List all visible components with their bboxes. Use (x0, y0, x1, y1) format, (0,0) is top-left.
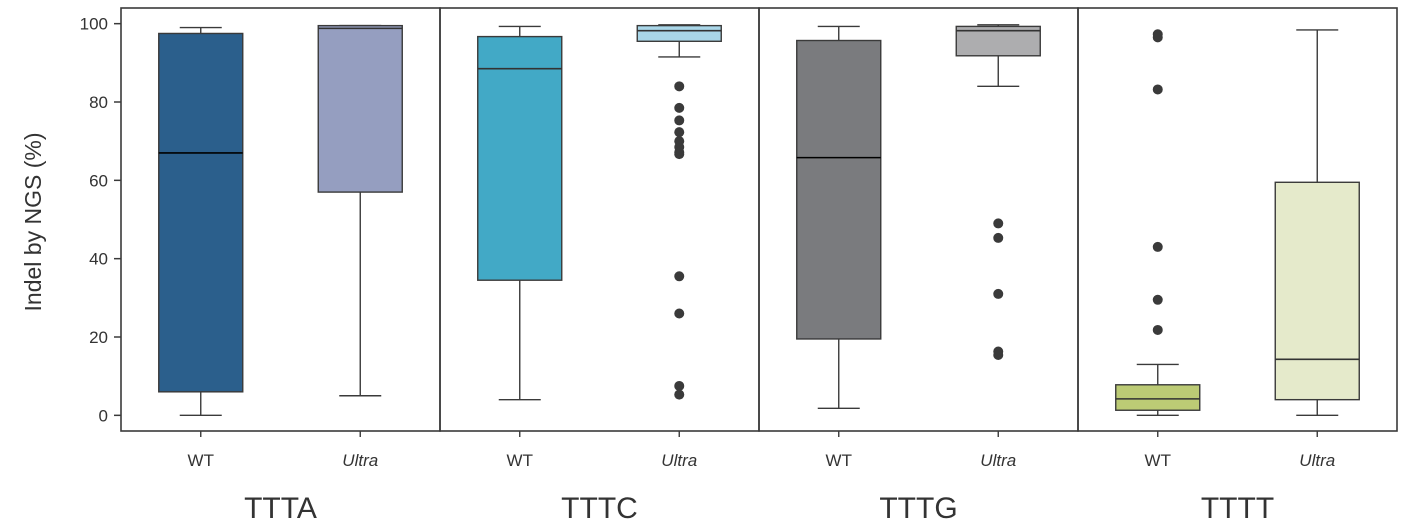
outlier-point (1152, 241, 1163, 252)
outlier-point (674, 149, 685, 160)
group-label: TTTG (879, 492, 957, 524)
y-tick-label: 40 (89, 250, 108, 269)
outlier-point (674, 127, 685, 138)
outlier-point (674, 389, 685, 400)
y-tick-label: 60 (89, 171, 108, 190)
x-category-label: Ultra (1299, 451, 1335, 470)
box-tttg-ultra (955, 24, 1041, 361)
outlier-point (993, 288, 1004, 299)
panel-ttta: WT Ultra TTTA (120, 7, 441, 524)
y-tick-label: 20 (89, 328, 108, 347)
x-category-label: WT (826, 451, 852, 470)
group-label: TTTA (244, 492, 317, 524)
x-category-label: WT (1145, 451, 1171, 470)
panel-tttc: WT Ultra TTTC (439, 7, 760, 524)
x-category-label: Ultra (661, 451, 697, 470)
outlier-point (1152, 84, 1163, 95)
y-tick-label: 100 (80, 15, 108, 34)
y-axis: 0 20 40 60 80 100 (80, 15, 121, 425)
outlier-point (674, 380, 685, 391)
box-tttt-wt (1115, 29, 1201, 417)
box-tttt-ultra (1274, 29, 1360, 417)
box-iqr (158, 32, 244, 393)
outlier-point (674, 115, 685, 126)
panel-tttg: WT Ultra TTTG (758, 7, 1079, 524)
box-iqr (1115, 384, 1201, 411)
box-ttta-ultra (317, 24, 403, 397)
outlier-point (993, 350, 1004, 361)
outlier-point (1152, 32, 1163, 43)
outlier-point (1152, 294, 1163, 305)
y-tick-label: 0 (99, 406, 108, 425)
x-category-label: WT (188, 451, 214, 470)
box-iqr (477, 35, 563, 281)
box-iqr (796, 39, 882, 340)
chart-panels: WT Ultra TTTA WT Ultra TTTC WT Ultra TTTG WT Ultra… (120, 7, 1398, 524)
group-label: TTTT (1201, 492, 1274, 524)
panel-frame (1077, 7, 1398, 432)
y-axis-label: Indel by NGS (%) (20, 133, 46, 312)
outlier-point (1152, 324, 1163, 335)
box-iqr (1274, 181, 1360, 401)
outlier-point (674, 271, 685, 282)
box-tttg-wt (796, 25, 882, 409)
box-tttc-wt (477, 25, 563, 401)
x-category-label: Ultra (980, 451, 1016, 470)
box-iqr (317, 24, 403, 193)
box-tttc-ultra (636, 24, 722, 400)
outlier-point (674, 102, 685, 113)
outlier-point (993, 232, 1004, 243)
box-iqr (636, 24, 722, 42)
box-ttta-wt (158, 26, 244, 417)
group-label: TTTC (561, 492, 638, 524)
x-category-label: WT (507, 451, 533, 470)
panel-tttt: WT Ultra TTTT (1077, 7, 1398, 524)
outlier-point (674, 81, 685, 92)
x-category-label: Ultra (342, 451, 378, 470)
y-tick-label: 80 (89, 93, 108, 112)
outlier-point (674, 308, 685, 319)
outlier-point (993, 218, 1004, 229)
